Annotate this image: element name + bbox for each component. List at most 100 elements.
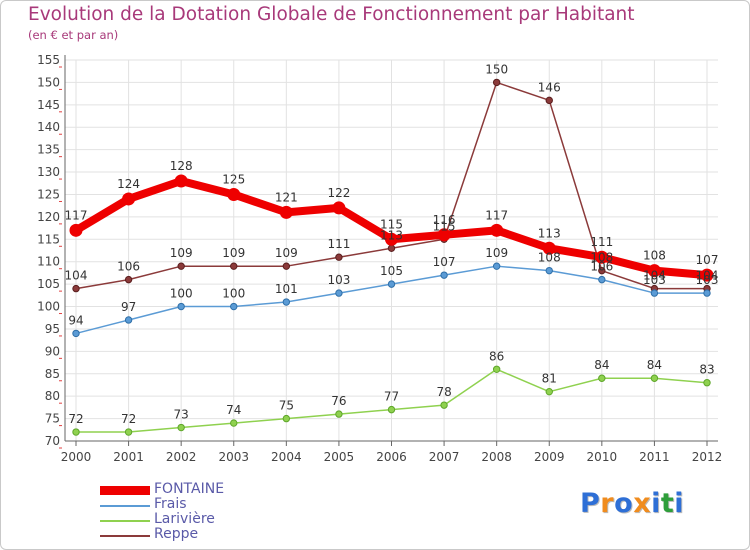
data-point-frais bbox=[492, 262, 501, 270]
data-point-frais bbox=[124, 316, 133, 324]
data-label-larivire: 72 bbox=[121, 412, 136, 426]
legend-label-reppe: Reppe bbox=[154, 526, 199, 542]
data-point-larivire bbox=[387, 405, 396, 414]
data-point-frais bbox=[650, 289, 659, 297]
data-label-larivire: 72 bbox=[68, 412, 83, 426]
x-tick-label: 2004 bbox=[271, 450, 302, 464]
data-label-fontaine: 125 bbox=[222, 172, 245, 186]
data-label-larivire: 77 bbox=[384, 390, 399, 404]
y-tick-label: 130 bbox=[37, 165, 60, 179]
data-label-larivire: 78 bbox=[436, 385, 451, 399]
y-tick-label: 135 bbox=[37, 143, 60, 157]
legend-swatch-lariviere bbox=[100, 520, 150, 522]
data-point-larivire bbox=[598, 374, 606, 382]
data-point-larivire bbox=[124, 428, 133, 436]
data-point-reppe bbox=[72, 284, 80, 293]
data-label-larivire: 83 bbox=[699, 363, 714, 377]
data-label-reppe: 115 bbox=[433, 219, 456, 233]
y-tick-label: 150 bbox=[37, 75, 60, 89]
y-tick-label: 120 bbox=[37, 210, 60, 224]
data-point-fontaine bbox=[122, 192, 136, 206]
data-point-larivire bbox=[545, 387, 553, 396]
series-group bbox=[69, 78, 714, 436]
data-label-fontaine: 111 bbox=[590, 235, 613, 249]
data-point-fontaine bbox=[647, 264, 661, 278]
y-tick-label: 110 bbox=[37, 255, 60, 269]
y-tick-label: 75 bbox=[45, 412, 60, 426]
y-tick-label: 85 bbox=[45, 367, 60, 381]
brand-letter: t bbox=[660, 488, 675, 519]
y-tick-label: 100 bbox=[37, 300, 60, 314]
x-tick-label: 2006 bbox=[376, 450, 407, 464]
data-label-fontaine: 122 bbox=[327, 186, 350, 200]
data-label-fontaine: 124 bbox=[117, 177, 140, 191]
data-point-frais bbox=[387, 280, 396, 288]
data-point-fontaine bbox=[332, 201, 346, 215]
data-label-larivire: 86 bbox=[489, 349, 504, 363]
x-tick-labels: 2000 2001 2002 2003 2004 2005 2006 2007 2008 2009… bbox=[61, 450, 723, 464]
grid-lines bbox=[65, 59, 718, 442]
x-tick-label: 2007 bbox=[429, 450, 460, 464]
x-tick-label: 2008 bbox=[481, 450, 512, 464]
data-label-reppe: 104 bbox=[65, 269, 88, 283]
y-tick-label: 115 bbox=[37, 232, 60, 246]
data-label-frais: 94 bbox=[68, 313, 83, 327]
data-label-reppe: 109 bbox=[275, 246, 298, 260]
data-label-fontaine: 108 bbox=[643, 249, 666, 263]
data-point-reppe bbox=[598, 266, 606, 275]
chart-title: Evolution de la Dotation Globale de Fonc… bbox=[28, 4, 635, 25]
data-label-reppe: 104 bbox=[643, 269, 666, 283]
data-point-larivire bbox=[650, 374, 659, 382]
legend-label-fontaine: FONTAINE bbox=[154, 481, 225, 497]
data-label-larivire: 76 bbox=[331, 394, 346, 408]
y-tick-label: 70 bbox=[45, 434, 60, 448]
data-label-frais: 107 bbox=[433, 255, 456, 269]
data-point-larivire bbox=[335, 410, 343, 418]
data-point-reppe bbox=[230, 262, 238, 270]
data-point-reppe bbox=[282, 262, 291, 270]
data-label-frais: 103 bbox=[696, 273, 719, 287]
data-label-fontaine: 116 bbox=[433, 213, 456, 227]
x-tick-label: 2003 bbox=[218, 450, 249, 464]
data-point-fontaine bbox=[227, 187, 241, 201]
data-label-frais: 109 bbox=[485, 246, 508, 260]
data-label-fontaine: 113 bbox=[538, 226, 561, 240]
data-point-frais bbox=[440, 271, 448, 279]
data-point-fontaine bbox=[174, 174, 188, 188]
x-tick-label: 2012 bbox=[692, 450, 723, 464]
data-point-larivire bbox=[72, 428, 80, 436]
y-tick-label: 140 bbox=[37, 120, 60, 134]
x-tick-label: 2001 bbox=[113, 450, 144, 464]
data-label-fontaine: 107 bbox=[696, 253, 719, 267]
data-point-larivire bbox=[492, 365, 501, 373]
x-tick-label: 2002 bbox=[166, 450, 197, 464]
data-label-fontaine: 115 bbox=[380, 217, 403, 231]
data-point-reppe bbox=[335, 253, 343, 261]
brand-letter: o bbox=[614, 488, 634, 519]
data-point-larivire bbox=[230, 419, 238, 427]
y-tick-label: 125 bbox=[37, 187, 60, 201]
x-tick-label: 2005 bbox=[324, 450, 355, 464]
brand-letter: i bbox=[651, 488, 661, 519]
data-point-reppe bbox=[177, 262, 185, 270]
y-tick-label: 95 bbox=[45, 322, 60, 336]
data-label-larivire: 74 bbox=[226, 403, 241, 417]
y-tick-label: 145 bbox=[37, 98, 60, 112]
data-point-frais bbox=[282, 298, 291, 306]
proxiti-logo: Proxiti bbox=[580, 488, 684, 519]
data-label-reppe: 111 bbox=[327, 237, 350, 251]
y-tick-label: 80 bbox=[45, 389, 60, 403]
data-label-frais: 105 bbox=[380, 264, 403, 278]
legend-swatch-fontaine bbox=[100, 486, 150, 495]
data-label-frais: 103 bbox=[327, 273, 350, 287]
data-label-larivire: 73 bbox=[174, 408, 189, 422]
data-point-frais bbox=[545, 266, 553, 275]
data-point-fontaine bbox=[385, 232, 398, 246]
data-label-reppe: 146 bbox=[538, 80, 561, 94]
data-point-larivire bbox=[703, 379, 711, 387]
data-label-frais: 100 bbox=[222, 287, 245, 301]
y-tick-labels: 70 75 80 85 90 95 100 105 110 115 120 125 130 135 140 1… bbox=[37, 53, 60, 448]
